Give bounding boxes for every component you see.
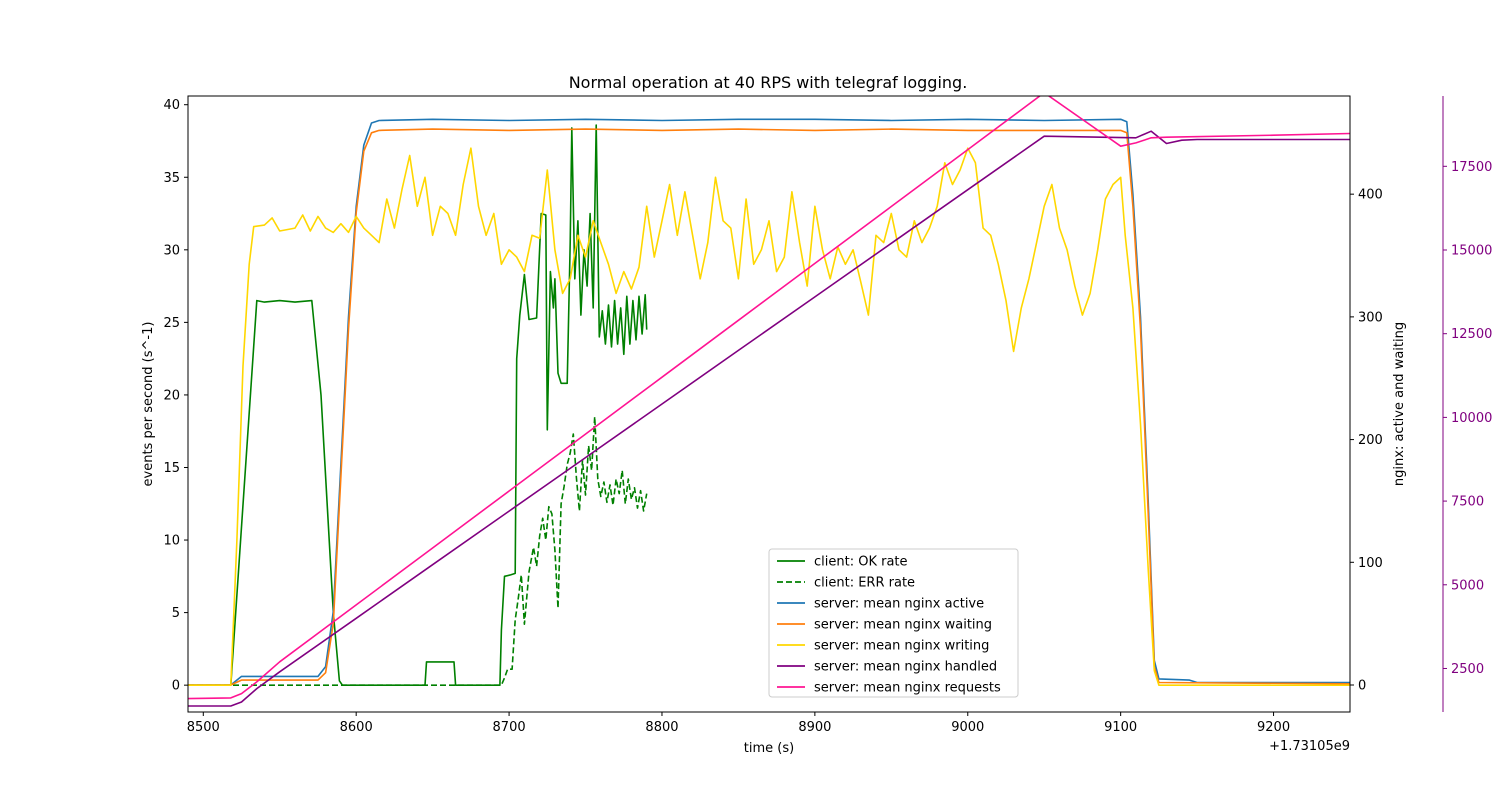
y-tick-label-left: 40 <box>163 98 180 113</box>
series-line-3 <box>188 128 1350 686</box>
y-tick-label-left: 35 <box>163 171 180 186</box>
y-tick-label-far-right: 12500 <box>1451 327 1492 342</box>
y-axis-label-left: events per second (s^-1) <box>141 322 156 487</box>
y-tick-label-far-right: 17500 <box>1451 160 1492 175</box>
legend-box <box>768 548 1019 698</box>
y-tick-label-left: 10 <box>163 534 180 549</box>
legend-label: server: mean nginx writing <box>814 639 989 654</box>
x-tick-label: 8600 <box>340 720 373 735</box>
series-group <box>188 96 1350 707</box>
x-tick-label: 8800 <box>645 720 678 735</box>
series-line-6 <box>188 96 1350 700</box>
y-tick-label-far-right: 15000 <box>1451 244 1492 259</box>
legend-label: server: mean nginx requests <box>814 681 1001 696</box>
legend-label: server: mean nginx handled <box>814 660 997 675</box>
x-tick-label: 9000 <box>951 720 984 735</box>
x-tick-label: 9200 <box>1257 720 1290 735</box>
series-line-4 <box>188 147 1350 686</box>
y-tick-label-left: 25 <box>163 316 180 331</box>
legend-label: client: ERR rate <box>814 576 915 591</box>
y-tick-label-right: 400 <box>1358 188 1383 203</box>
series-line-5 <box>188 130 1350 707</box>
x-tick-label: 8700 <box>493 720 526 735</box>
series-layer <box>188 96 1350 707</box>
y-tick-label-left: 15 <box>163 461 180 476</box>
y-tick-label-left: 30 <box>163 243 180 258</box>
y-tick-label-left: 20 <box>163 388 180 403</box>
y-tick-label-far-right: 2500 <box>1451 662 1484 677</box>
x-tick-label: 9100 <box>1104 720 1137 735</box>
legend-label: client: OK rate <box>814 555 908 570</box>
y-tick-label-far-right: 10000 <box>1451 411 1492 426</box>
legend: client: OK rate client: ERR rate server: m… <box>768 548 1019 698</box>
y-tick-label-right: 200 <box>1358 433 1383 448</box>
y-tick-label-right: 300 <box>1358 310 1383 325</box>
series-line-1 <box>188 415 648 686</box>
y-tick-label-far-right: 7500 <box>1451 495 1484 510</box>
axis-layer: 8500 8600 8700 8800 8900 9000 9100 9200 0 5 10 15 20… <box>163 96 1492 735</box>
plot-frame <box>187 95 1351 713</box>
y-tick-label-right: 0 <box>1358 679 1366 694</box>
y-axis-label-right: nginx: active and waiting <box>1392 322 1407 486</box>
y-tick-label-left: 0 <box>172 679 180 694</box>
y-tick-label-far-right: 5000 <box>1451 578 1484 593</box>
legend-label: server: mean nginx active <box>814 597 984 612</box>
x-tick-label: 8500 <box>187 720 220 735</box>
y-tick-label-left: 5 <box>172 606 180 621</box>
x-tick-label: 8900 <box>798 720 831 735</box>
x-offset-label: +1.73105e9 <box>1269 739 1350 754</box>
x-axis-label: time (s) <box>744 741 794 756</box>
chart-title: Normal operation at 40 RPS with telegraf… <box>569 73 968 92</box>
legend-label: server: mean nginx waiting <box>814 618 992 633</box>
y-tick-label-right: 100 <box>1358 556 1383 571</box>
